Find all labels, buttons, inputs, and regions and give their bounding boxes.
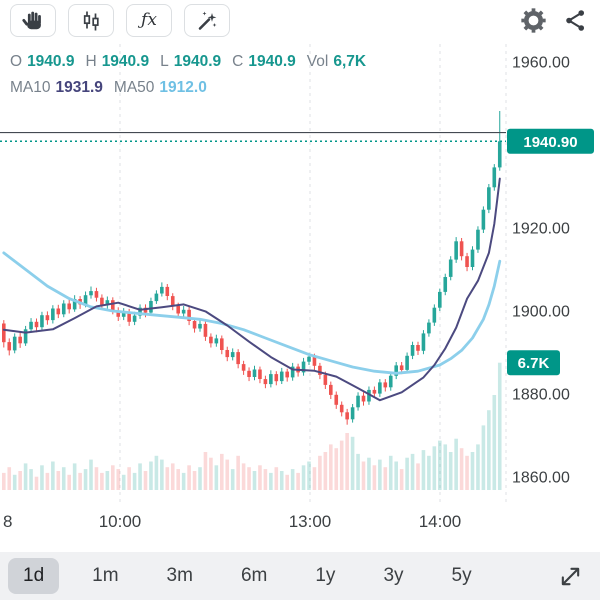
- timeframe-3y[interactable]: 3y: [383, 565, 404, 586]
- svg-text:8: 8: [3, 512, 12, 531]
- timeframe-3m[interactable]: 3m: [166, 565, 193, 586]
- share-icon: [566, 9, 585, 31]
- svg-text:1860.00: 1860.00: [512, 470, 570, 487]
- svg-text:1900.00: 1900.00: [512, 304, 570, 321]
- timeframe-1y[interactable]: 1y: [315, 565, 336, 586]
- legend-label: MA10: [10, 79, 51, 96]
- legend-value: 1940.9: [248, 53, 296, 70]
- timeframe-bar: 1d 1m 3m 6m 1y 3y 5y: [0, 552, 600, 600]
- legend-value: 1940.9: [173, 53, 222, 70]
- legend-label: O: [10, 53, 23, 70]
- bottom-gap: [0, 532, 600, 552]
- legend-label: C: [232, 53, 244, 70]
- indicators-button[interactable]: ƒx: [126, 3, 172, 37]
- fx-icon: ƒx: [141, 10, 157, 30]
- legend-label: L: [160, 53, 169, 70]
- legend-value: 1940.9: [27, 53, 75, 70]
- magic-wand-icon: [198, 11, 217, 30]
- ma-row: MA10 1931.9 MA50 1912.0: [10, 75, 377, 101]
- svg-text:1940.90: 1940.90: [523, 134, 577, 151]
- svg-text:6.7K: 6.7K: [518, 355, 550, 372]
- legend-label: H: [85, 53, 97, 70]
- legend-value: 6,7K: [333, 53, 367, 70]
- chart-area[interactable]: 1960.00 1920.00 1900.00 1880.00 1860.00 1940.…: [0, 40, 600, 532]
- timeframe-5y[interactable]: 5y: [451, 565, 472, 586]
- candlestick-chart[interactable]: 1960.00 1920.00 1900.00 1880.00 1860.00 1940.…: [0, 40, 600, 532]
- svg-text:13:00: 13:00: [289, 512, 332, 531]
- gear-icon: [521, 7, 546, 33]
- settings-button[interactable]: [518, 5, 549, 36]
- timeframe-1m[interactable]: 1m: [92, 565, 119, 586]
- ohlc-row: O 1940.9 H 1940.9 L 1940.9 C 1940.9 Vol 6,7K: [10, 49, 377, 75]
- svg-text:1960.00: 1960.00: [512, 55, 570, 72]
- svg-text:1880.00: 1880.00: [512, 387, 570, 404]
- hand-icon: [22, 11, 41, 30]
- svg-text:14:00: 14:00: [419, 512, 462, 531]
- chart-legend: O 1940.9 H 1940.9 L 1940.9 C 1940.9 Vol 6,7K MA10…: [10, 49, 377, 101]
- legend-label: Vol: [306, 53, 329, 70]
- legend-value: 1912.0: [159, 79, 207, 96]
- svg-text:1920.00: 1920.00: [512, 221, 570, 238]
- candlestick-icon: [83, 11, 99, 31]
- pan-tool-button[interactable]: [10, 3, 56, 37]
- timeframe-options: 1d 1m 3m 6m 1y 3y 5y: [8, 558, 487, 594]
- svg-text:10:00: 10:00: [99, 512, 142, 531]
- fullscreen-button[interactable]: [555, 561, 586, 592]
- timeframe-6m[interactable]: 6m: [240, 565, 268, 586]
- legend-label: MA50: [113, 79, 155, 96]
- legend-value: 1940.9: [101, 53, 150, 70]
- share-button[interactable]: [561, 6, 590, 35]
- chart-toolbar: ƒx: [0, 0, 600, 40]
- chart-style-button[interactable]: [68, 3, 114, 37]
- legend-value: 1931.9: [55, 79, 103, 96]
- magic-wand-button[interactable]: [184, 3, 230, 37]
- expand-icon: [561, 567, 580, 585]
- timeframe-1d[interactable]: 1d: [8, 558, 60, 594]
